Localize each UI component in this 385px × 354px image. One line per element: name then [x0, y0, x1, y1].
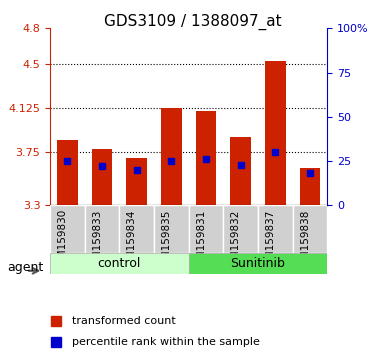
- Text: GSM159835: GSM159835: [161, 209, 171, 273]
- Bar: [126, 158, 147, 205]
- Bar: [161, 108, 182, 205]
- FancyBboxPatch shape: [258, 205, 293, 253]
- FancyBboxPatch shape: [50, 205, 85, 253]
- FancyBboxPatch shape: [154, 205, 189, 253]
- Text: GSM159835: GSM159835: [161, 207, 171, 271]
- Bar: [230, 137, 251, 205]
- Text: Sunitinib: Sunitinib: [231, 257, 285, 270]
- Bar: [196, 111, 216, 205]
- Text: transformed count: transformed count: [72, 316, 175, 326]
- Text: GSM159838: GSM159838: [300, 207, 310, 271]
- Text: agent: agent: [8, 261, 44, 274]
- Text: GSM159837: GSM159837: [265, 209, 275, 273]
- Text: GSM159833: GSM159833: [92, 207, 102, 271]
- Text: GSM159832: GSM159832: [231, 207, 241, 271]
- FancyBboxPatch shape: [85, 205, 119, 253]
- Text: GSM159830: GSM159830: [57, 207, 67, 271]
- Text: GSM159834: GSM159834: [127, 209, 137, 273]
- Text: GSM159831: GSM159831: [196, 209, 206, 273]
- Text: GSM159831: GSM159831: [196, 207, 206, 271]
- Text: control: control: [98, 257, 141, 270]
- FancyBboxPatch shape: [293, 205, 327, 253]
- FancyBboxPatch shape: [119, 205, 154, 253]
- Bar: [265, 61, 286, 205]
- FancyBboxPatch shape: [189, 253, 327, 274]
- Bar: [92, 149, 112, 205]
- Bar: [300, 167, 320, 205]
- Text: percentile rank within the sample: percentile rank within the sample: [72, 337, 259, 347]
- FancyBboxPatch shape: [189, 205, 223, 253]
- Text: GSM159833: GSM159833: [92, 209, 102, 273]
- FancyBboxPatch shape: [223, 205, 258, 253]
- Text: GSM159834: GSM159834: [127, 207, 137, 271]
- Bar: [57, 141, 78, 205]
- Text: GSM159837: GSM159837: [265, 207, 275, 271]
- Text: GSM159832: GSM159832: [231, 209, 241, 273]
- Text: GDS3109 / 1388097_at: GDS3109 / 1388097_at: [104, 14, 281, 30]
- Text: GSM159838: GSM159838: [300, 209, 310, 273]
- Text: GSM159830: GSM159830: [57, 209, 67, 272]
- FancyBboxPatch shape: [50, 253, 189, 274]
